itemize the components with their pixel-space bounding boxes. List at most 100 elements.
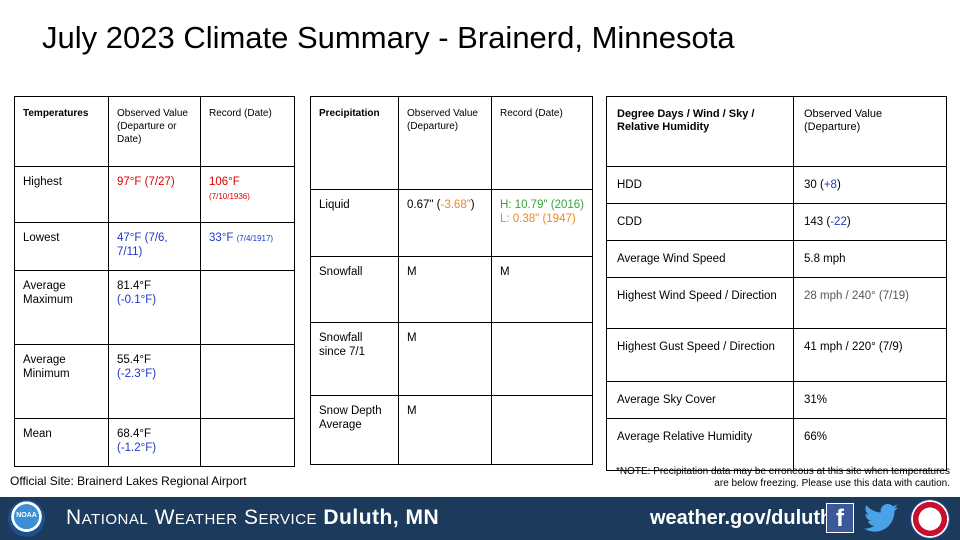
value: 55.4°F (117, 354, 152, 366)
value: 30 (804, 179, 817, 191)
departure: (-0.1°F) (117, 294, 157, 306)
observed-value: 0.67" (-3.68") (398, 189, 492, 257)
table-row: Average Relative Humidity 66% (606, 418, 947, 471)
row-label: Highest Gust Speed / Direction (606, 328, 794, 382)
table-row: Liquid 0.67" (-3.68") H: 10.79" (2016) L… (310, 189, 593, 257)
row-label: Liquid (310, 189, 399, 257)
departure: +8 (823, 179, 837, 191)
precipitation-table: Precipitation Observed Value (Departure)… (310, 96, 593, 465)
row-label: Lowest (14, 222, 109, 271)
row-label: Average Relative Humidity (606, 418, 794, 471)
departure: -3.68" (440, 199, 471, 211)
record-date: (7/10/1936) (209, 192, 250, 201)
record-high: H: 10.79" (2016) (500, 199, 584, 211)
observed-value: 28 mph / 240° (7/19) (793, 277, 947, 329)
record-value (200, 344, 295, 419)
precip-header-observed: Observed Value (Departure) (398, 96, 492, 190)
table-row: Snow Depth Average M (310, 395, 593, 465)
nws-name: National Weather Service (66, 506, 318, 529)
row-label: Highest (14, 166, 109, 223)
temp-header-record: Record (Date) (200, 96, 295, 167)
value: 0.67" (407, 199, 434, 211)
table-row: Average Maximum 81.4°F (-0.1°F) (14, 270, 295, 345)
row-label: CDD (606, 203, 794, 241)
row-label: Average Wind Speed (606, 240, 794, 278)
observed-value: 31% (793, 381, 947, 419)
value: 68.4°F (117, 428, 152, 440)
deg-header-observed: Observed Value (Departure) (793, 96, 947, 167)
observed-value: 41 mph / 220° (7/9) (793, 328, 947, 382)
record-value: 33°F (7/4/1917) (200, 222, 295, 271)
observed-value: 66% (793, 418, 947, 471)
observed-value: M (398, 256, 492, 323)
value: 81.4°F (117, 280, 152, 292)
degree-days-table: Degree Days / Wind / Sky / Relative Humi… (606, 96, 947, 471)
table-row: Lowest 47°F (7/6, 7/11) 33°F (7/4/1917) (14, 222, 295, 271)
noaa-logo-icon[interactable]: NOAA (8, 500, 45, 537)
note-line-1: *NOTE: Precipitation data may be erroneo… (615, 466, 950, 477)
record-low: L: 0.38" (1947) (500, 213, 576, 225)
table-row: Highest Gust Speed / Direction 41 mph / … (606, 328, 947, 382)
record-temp: 33°F (209, 232, 234, 244)
table-row: Average Minimum 55.4°F (-2.3°F) (14, 344, 295, 419)
observed-value: 97°F (7/27) (108, 166, 201, 223)
nws-office-name: National Weather Service Duluth, MN (66, 506, 439, 530)
twitter-icon[interactable] (864, 503, 898, 533)
temp-header-label: Temperatures (14, 96, 109, 167)
record-value: M (491, 256, 593, 323)
observed-value: 5.8 mph (793, 240, 947, 278)
row-label: Average Minimum (14, 344, 109, 419)
record-value: H: 10.79" (2016) L: 0.38" (1947) (491, 189, 593, 257)
observed-value: M (398, 322, 492, 396)
record-value (491, 322, 593, 396)
row-label: Snow Depth Average (310, 395, 399, 465)
departure: (-1.2°F) (117, 442, 157, 454)
record-value (491, 395, 593, 465)
observed-value: 47°F (7/6, 7/11) (108, 222, 201, 271)
row-label: Snowfall (310, 256, 399, 323)
table-row: Average Wind Speed 5.8 mph (606, 240, 947, 278)
precip-header-label: Precipitation (310, 96, 399, 190)
precip-header-record: Record (Date) (491, 96, 593, 190)
temp-header-observed: Observed Value (Departure or Date) (108, 96, 201, 167)
record-value: 106°F (7/10/1936) (200, 166, 295, 223)
departure: -22 (830, 216, 847, 228)
note-line-2: are below freezing. Please use this data… (714, 478, 950, 489)
record-temp: 106°F (209, 176, 240, 188)
page-title: July 2023 Climate Summary - Brainerd, Mi… (42, 20, 735, 55)
nws-logo-icon[interactable] (910, 499, 950, 539)
value: 143 (804, 216, 824, 228)
website-link[interactable]: weather.gov/duluth (650, 507, 833, 529)
temperatures-table: Temperatures Observed Value (Departure o… (14, 96, 295, 467)
observed-value: 55.4°F (-2.3°F) (108, 344, 201, 419)
noaa-logo-text: NOAA (16, 512, 37, 519)
observed-value: 30 (+8) (793, 166, 947, 204)
row-label: Average Maximum (14, 270, 109, 345)
row-label: HDD (606, 166, 794, 204)
footer-banner: NOAA National Weather Service Duluth, MN… (0, 497, 960, 540)
precip-note: *NOTE: Precipitation data may be erroneo… (616, 466, 950, 490)
office-name: Duluth, MN (323, 506, 440, 529)
observed-value: M (398, 395, 492, 465)
record-date: (7/4/1917) (236, 234, 274, 243)
table-row: Snowfall since 7/1 M (310, 322, 593, 396)
table-row: Mean 68.4°F (-1.2°F) (14, 418, 295, 467)
row-label: Mean (14, 418, 109, 467)
table-row: Average Sky Cover 31% (606, 381, 947, 419)
table-row: HDD 30 (+8) (606, 166, 947, 204)
observed-value: 68.4°F (-1.2°F) (108, 418, 201, 467)
table-row: Snowfall M M (310, 256, 593, 323)
row-label: Highest Wind Speed / Direction (606, 277, 794, 329)
row-label: Average Sky Cover (606, 381, 794, 419)
record-value (200, 418, 295, 467)
table-row: CDD 143 (-22) (606, 203, 947, 241)
observed-value: 81.4°F (-0.1°F) (108, 270, 201, 345)
official-site: Official Site: Brainerd Lakes Regional A… (10, 474, 247, 488)
table-row: Highest Wind Speed / Direction 28 mph / … (606, 277, 947, 329)
record-value (200, 270, 295, 345)
facebook-icon[interactable]: f (826, 503, 854, 533)
departure: (-2.3°F) (117, 368, 157, 380)
row-label: Snowfall since 7/1 (310, 322, 399, 396)
deg-header-label: Degree Days / Wind / Sky / Relative Humi… (606, 96, 794, 167)
table-row: Highest 97°F (7/27) 106°F (7/10/1936) (14, 166, 295, 223)
